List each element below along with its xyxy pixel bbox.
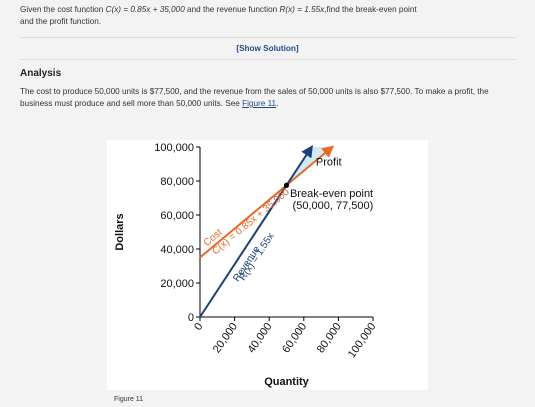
x-tick-label: 100,000 [346,321,379,360]
break-even-label: Break-even point [290,188,373,200]
problem-text: ,find the break-even point [324,5,417,14]
show-solution-button[interactable]: [Show Solution] [236,44,299,53]
problem-text: and the revenue function [184,5,280,14]
analysis-text: The cost to produce 50,000 units is $77,… [20,87,489,108]
revenue-equation-label: R(x) = 1.55x [237,231,276,283]
figure-11-link[interactable]: Figure 11 [242,99,277,108]
figure-panel: 0 20,000 40,000 60,000 80,000 100,000 0 20,000 4… [107,140,428,390]
revenue-line [199,144,313,318]
analysis-text-end: . [276,99,279,108]
y-tick-label: 0 [188,312,194,324]
profit-annotation: Profit [316,157,342,169]
problem-statement: Given the cost function C(x) = 0.85x + 3… [20,0,520,28]
x-tick-label: 80,000 [315,321,344,355]
problem-text-line2: and the profit function. [20,17,102,26]
y-tick-label: 60,000 [160,210,194,222]
break-even-point [283,182,290,188]
analysis-paragraph: The cost to produce 50,000 units is $77,… [20,86,520,110]
y-tick-label: 100,000 [154,142,194,154]
figure-caption: Figure 11 [114,396,144,403]
divider [20,37,516,38]
revenue-function-expression: R(x) = 1.55x [279,5,325,14]
cost-function-expression: C(x) = 0.85x + 35,000 [105,5,185,14]
break-even-coordinates: (50,000, 77,500) [293,200,374,212]
y-tick-label: 80,000 [160,176,194,188]
x-tick-label: 40,000 [246,321,275,355]
y-axis-label: Dollars [114,213,126,250]
x-tick-label: 20,000 [211,321,240,355]
cost-line [199,145,335,259]
y-tick-label: 20,000 [160,278,194,290]
divider [20,59,516,60]
x-axis-label: Quantity [264,376,309,388]
x-tick-label: 0 [192,321,205,333]
problem-text: Given the cost function [20,5,106,14]
analysis-heading: Analysis [20,68,62,79]
x-tick-label: 60,000 [280,321,309,355]
y-tick-label: 40,000 [160,244,194,256]
